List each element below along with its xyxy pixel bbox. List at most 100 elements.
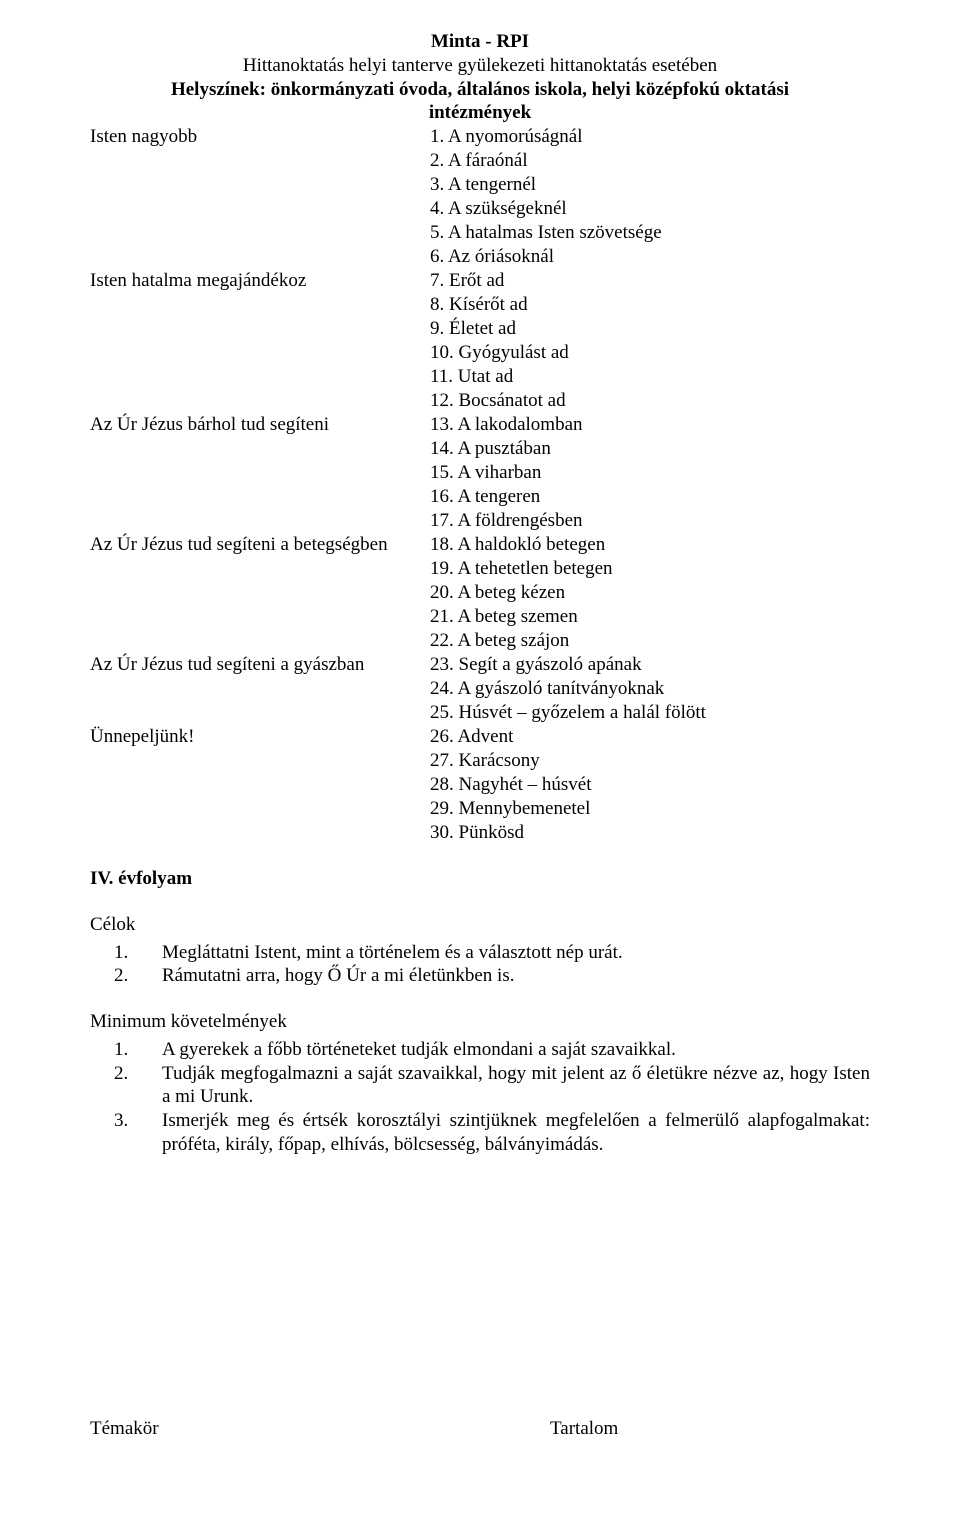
topic-row: 14. A pusztában xyxy=(90,437,870,461)
topic-row: 10. Gyógyulást ad xyxy=(90,341,870,365)
topic-label: Isten hatalma megajándékoz xyxy=(90,269,430,293)
topic-item: 23. Segít a gyászoló apának xyxy=(430,653,870,677)
topic-label xyxy=(90,749,430,773)
topic-row: 5. A hatalmas Isten szövetsége xyxy=(90,221,870,245)
topic-label xyxy=(90,437,430,461)
topic-item: 18. A haldokló betegen xyxy=(430,533,870,557)
topic-row: 28. Nagyhét – húsvét xyxy=(90,773,870,797)
topic-row: 9. Életet ad xyxy=(90,317,870,341)
topic-item: 30. Pünkösd xyxy=(430,821,870,845)
topic-label: Ünnepeljünk! xyxy=(90,725,430,749)
topic-item: 17. A földrengésben xyxy=(430,509,870,533)
list-item-text: Megláttatni Istent, mint a történelem és… xyxy=(162,941,870,965)
topic-item: 15. A viharban xyxy=(430,461,870,485)
doc-locations-1: Helyszínek: önkormányzati óvoda, általán… xyxy=(90,78,870,102)
topic-row: 11. Utat ad xyxy=(90,365,870,389)
topic-item: 3. A tengernél xyxy=(430,173,870,197)
list-item: 2.Tudják megfogalmazni a saját szavaikka… xyxy=(90,1062,870,1110)
topic-item: 1. A nyomorúságnál xyxy=(430,125,870,149)
topic-row: 2. A fáraónál xyxy=(90,149,870,173)
topic-item: 10. Gyógyulást ad xyxy=(430,341,870,365)
topic-item: 5. A hatalmas Isten szövetsége xyxy=(430,221,870,245)
topic-item: 8. Kísérőt ad xyxy=(430,293,870,317)
topics-list: Isten nagyobb1. A nyomorúságnál2. A fára… xyxy=(90,125,870,845)
topic-row: 8. Kísérőt ad xyxy=(90,293,870,317)
list-item-number: 2. xyxy=(90,964,162,988)
topic-label xyxy=(90,581,430,605)
list-item-text: A gyerekek a főbb történeteket tudják el… xyxy=(162,1038,870,1062)
footer-row: Témakör Tartalom xyxy=(90,1417,870,1441)
topic-item: 20. A beteg kézen xyxy=(430,581,870,605)
topic-item: 6. Az óriásoknál xyxy=(430,245,870,269)
minreq-heading: Minimum követelmények xyxy=(90,1010,870,1034)
topic-label xyxy=(90,149,430,173)
topic-row: 6. Az óriásoknál xyxy=(90,245,870,269)
topic-row: 20. A beteg kézen xyxy=(90,581,870,605)
doc-subtitle: Hittanoktatás helyi tanterve gyülekezeti… xyxy=(90,54,870,78)
topic-item: 4. A szükségeknél xyxy=(430,197,870,221)
topic-item: 24. A gyászoló tanítványoknak xyxy=(430,677,870,701)
topic-label xyxy=(90,341,430,365)
topic-item: 25. Húsvét – győzelem a halál fölött xyxy=(430,701,870,725)
goals-section: Célok 1.Megláttatni Istent, mint a törté… xyxy=(90,913,870,988)
topic-row: Isten nagyobb1. A nyomorúságnál xyxy=(90,125,870,149)
topic-label xyxy=(90,245,430,269)
topic-row: 4. A szükségeknél xyxy=(90,197,870,221)
topic-item: 27. Karácsony xyxy=(430,749,870,773)
doc-locations-2: intézmények xyxy=(90,101,870,125)
topic-row: 29. Mennybemenetel xyxy=(90,797,870,821)
topic-row: Az Úr Jézus tud segíteni a gyászban23. S… xyxy=(90,653,870,677)
topic-row: 19. A tehetetlen betegen xyxy=(90,557,870,581)
topic-row: 3. A tengernél xyxy=(90,173,870,197)
list-item-number: 3. xyxy=(90,1109,162,1157)
topic-row: Isten hatalma megajándékoz7. Erőt ad xyxy=(90,269,870,293)
topic-label xyxy=(90,701,430,725)
topic-item: 29. Mennybemenetel xyxy=(430,797,870,821)
topic-label xyxy=(90,221,430,245)
list-item: 3.Ismerjék meg és értsék korosztályi szi… xyxy=(90,1109,870,1157)
topic-label xyxy=(90,773,430,797)
topic-item: 26. Advent xyxy=(430,725,870,749)
topic-label: Isten nagyobb xyxy=(90,125,430,149)
topic-item: 2. A fáraónál xyxy=(430,149,870,173)
footer-right-label: Tartalom xyxy=(430,1417,870,1441)
grade-heading: IV. évfolyam xyxy=(90,867,870,891)
topic-item: 21. A beteg szemen xyxy=(430,605,870,629)
topic-label: Az Úr Jézus tud segíteni a betegségben xyxy=(90,533,430,557)
topic-label xyxy=(90,197,430,221)
topic-row: Az Úr Jézus bárhol tud segíteni13. A lak… xyxy=(90,413,870,437)
list-item-number: 1. xyxy=(90,941,162,965)
topic-label: Az Úr Jézus bárhol tud segíteni xyxy=(90,413,430,437)
topic-label xyxy=(90,605,430,629)
topic-row: 15. A viharban xyxy=(90,461,870,485)
topic-row: Ünnepeljünk!26. Advent xyxy=(90,725,870,749)
list-item-text: Rámutatni arra, hogy Ő Úr a mi életünkbe… xyxy=(162,964,870,988)
minreq-list: 1.A gyerekek a főbb történeteket tudják … xyxy=(90,1038,870,1157)
topic-label xyxy=(90,821,430,845)
goals-heading: Célok xyxy=(90,913,870,937)
topic-row: 16. A tengeren xyxy=(90,485,870,509)
topic-label xyxy=(90,797,430,821)
list-item: 1.Megláttatni Istent, mint a történelem … xyxy=(90,941,870,965)
list-item-text: Tudják megfogalmazni a saját szavaikkal,… xyxy=(162,1062,870,1110)
topic-item: 13. A lakodalomban xyxy=(430,413,870,437)
topic-item: 12. Bocsánatot ad xyxy=(430,389,870,413)
topic-label xyxy=(90,461,430,485)
footer-left-label: Témakör xyxy=(90,1417,430,1441)
topic-label: Az Úr Jézus tud segíteni a gyászban xyxy=(90,653,430,677)
topic-item: 19. A tehetetlen betegen xyxy=(430,557,870,581)
topic-item: 16. A tengeren xyxy=(430,485,870,509)
minreq-section: Minimum követelmények 1.A gyerekek a főb… xyxy=(90,1010,870,1157)
topic-row: 30. Pünkösd xyxy=(90,821,870,845)
list-item-number: 1. xyxy=(90,1038,162,1062)
topic-label xyxy=(90,317,430,341)
topic-label xyxy=(90,389,430,413)
topic-row: 25. Húsvét – győzelem a halál fölött xyxy=(90,701,870,725)
topic-label xyxy=(90,509,430,533)
topic-item: 14. A pusztában xyxy=(430,437,870,461)
topic-row: 21. A beteg szemen xyxy=(90,605,870,629)
list-item: 1.A gyerekek a főbb történeteket tudják … xyxy=(90,1038,870,1062)
topic-item: 9. Életet ad xyxy=(430,317,870,341)
topic-label xyxy=(90,365,430,389)
topic-row: 12. Bocsánatot ad xyxy=(90,389,870,413)
